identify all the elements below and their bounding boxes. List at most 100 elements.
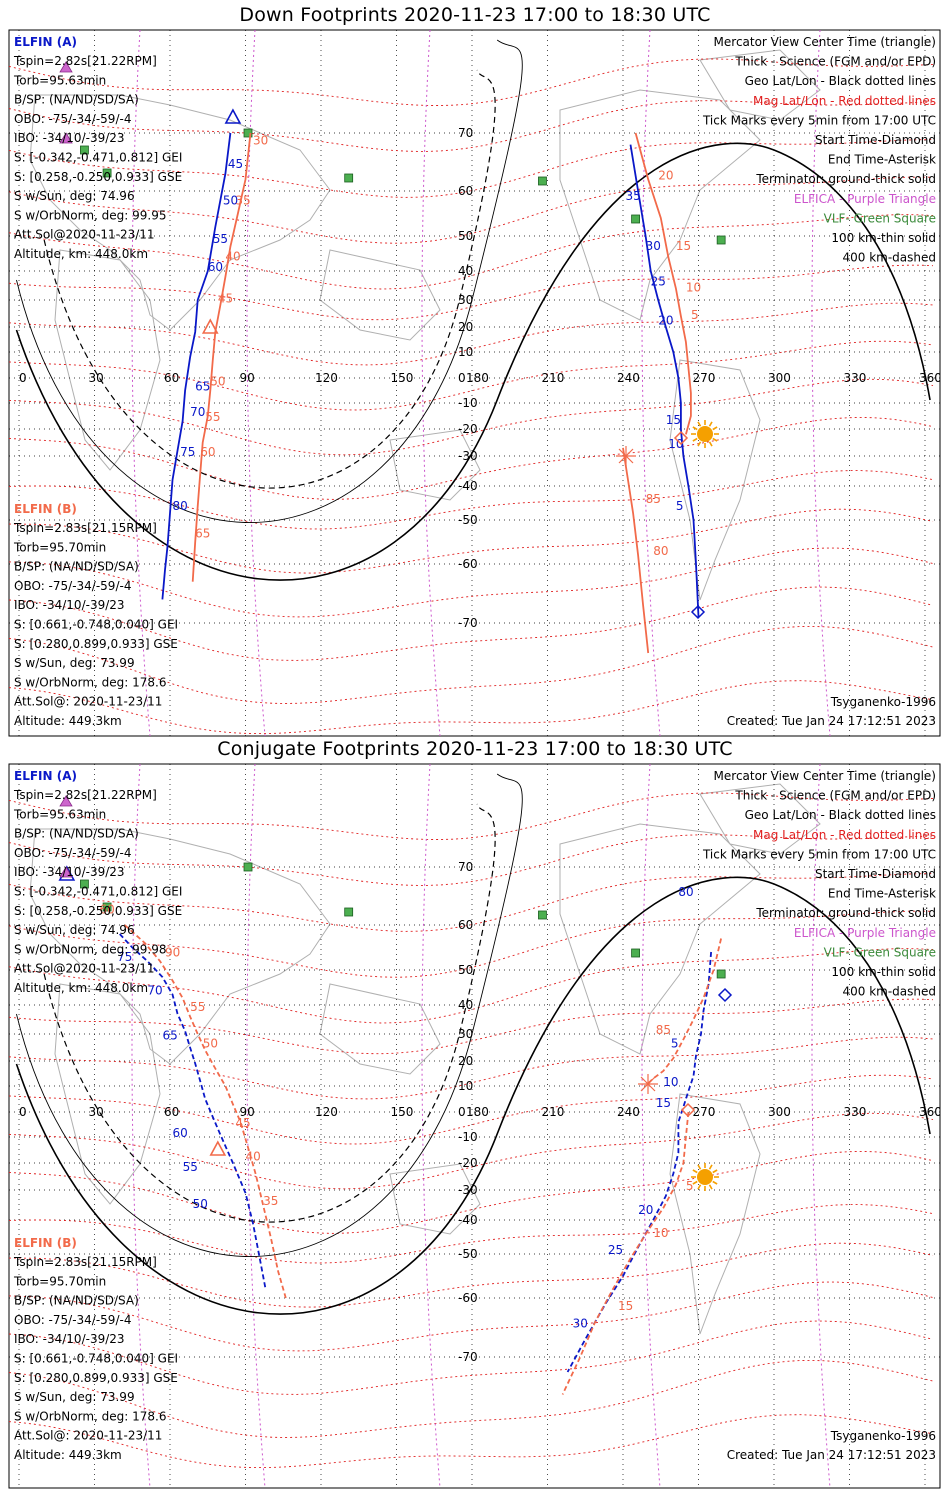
lon-tick-label: 180 <box>466 371 489 385</box>
elfin-b-info-line: OBO: -75/-34/-59/-4 <box>14 579 131 593</box>
elfin-b-info-line: OBO: -75/-34/-59/-4 <box>14 1313 131 1327</box>
elfin-a-info-line: Torb=95.63min <box>13 73 106 87</box>
lon-tick-label: 60 <box>164 1105 179 1119</box>
elfin-b-title: ELFIN (B) <box>14 1236 77 1250</box>
legend-line: Tick Marks every 5min from 17:00 UTC <box>702 113 936 127</box>
legend-line: Geo Lat/Lon - Black dotted lines <box>745 74 936 88</box>
lat-tick-label: -70 <box>458 616 478 630</box>
vlf-station <box>632 949 640 957</box>
elfin-a-track-tick-label: 65 <box>195 380 210 394</box>
lon-tick-label: 30 <box>89 1105 104 1119</box>
vlf-station <box>538 911 546 919</box>
elfin-a-info-line: S w/Sun, deg: 74.96 <box>14 189 135 203</box>
legend-line: Thick - Science (FGM and/or EPD) <box>734 789 936 803</box>
elfin-b-track-tick-label: 45 <box>235 1116 250 1130</box>
elfin-b-track-tick-label: 45 <box>218 292 233 306</box>
elfin-b-info-line: IBO: -34/10/-39/23 <box>14 598 125 612</box>
lat-tick-label: -60 <box>458 557 478 571</box>
elfin-a-info-line: Altitude, km: 448.0km <box>14 981 148 995</box>
elfin-a-track-tick-label: 15 <box>656 1096 671 1110</box>
lat-tick-label: 50 <box>458 963 473 977</box>
lat-tick-label: -20 <box>458 422 478 436</box>
elfin-b-track-tick-label: 50 <box>203 1037 218 1051</box>
vlf-station <box>345 174 353 182</box>
elfin-a-track-tick-label: 60 <box>173 1126 188 1140</box>
lon-tick-label: 0 <box>19 1105 27 1119</box>
elfin-b-info-line: Tspin=2.83s[21.15RPM] <box>13 1255 157 1269</box>
elfin-b-info-line: Att.Sol@: 2020-11-23/11 <box>14 695 162 709</box>
legend-line: Start Time-Diamond <box>815 133 936 147</box>
elfin-a-track-tick-label: 65 <box>162 1028 177 1042</box>
legend-line: Tick Marks every 5min from 17:00 UTC <box>702 847 936 861</box>
elfin-b-track-tick-label: 5 <box>691 308 699 322</box>
elfin-b-track-tick-label: 35 <box>263 1194 278 1208</box>
elfin-a-info-line: Att.Sol@2020-11-23/11 <box>14 962 155 976</box>
lon-tick-label: 300 <box>768 371 791 385</box>
elfin-b-track-tick-label: 35 <box>235 194 250 208</box>
lat-tick-label: 30 <box>458 1027 473 1041</box>
elfin-b-info-line: Torb=95.70min <box>13 1274 106 1288</box>
lat-tick-label: 70 <box>458 126 473 140</box>
lon-tick-label: 30 <box>89 371 104 385</box>
elfin-a-info-line: S: [0.258,-0.250,0.933] GSE <box>14 904 182 918</box>
elfin-b-track-tick-label: 30 <box>253 134 268 148</box>
lat-tick-label: -30 <box>458 1183 478 1197</box>
end-time-asterisk <box>638 1074 658 1094</box>
elfin-b-track-tick-label: 90 <box>165 946 180 960</box>
legend-line: Mag Lat/Lon - Red dotted lines <box>753 94 936 108</box>
elfin-a-track-tick-label: 55 <box>213 232 228 246</box>
elfin-a-info-line: Tspin=2.82s[21.22RPM] <box>13 788 157 802</box>
legend-line: Thick - Science (FGM and/or EPD) <box>734 55 936 69</box>
lon-tick-label: 210 <box>542 1105 565 1119</box>
map-panel-down: 0 30 60 90 120 150 180 210 240 270 300 330 360706050… <box>9 30 942 736</box>
elfin-a-info-line: S: [0.258,-0.250,0.933] GSE <box>14 170 182 184</box>
lon-tick-label: 60 <box>164 371 179 385</box>
elfin-a-track-tick-label: 30 <box>573 1317 588 1331</box>
elfin-b-track-tick-label: 55 <box>190 1000 205 1014</box>
elfin-a-track-tick-label: 25 <box>651 275 666 289</box>
lat-tick-label: -40 <box>458 1213 478 1227</box>
legend-line: 400 km-dashed <box>842 251 936 265</box>
lat-tick-label: 40 <box>458 264 473 278</box>
lon-tick-label: 360 <box>919 1105 942 1119</box>
elfin-b-track-tick-label: 65 <box>195 527 210 541</box>
elfin-a-info-line: OBO: -75/-34/-59/-4 <box>14 112 131 126</box>
model-label: Tsyganenko-1996 <box>830 695 936 709</box>
elfin-a-info-line: Torb=95.63min <box>13 807 106 821</box>
lat-tick-label: 10 <box>458 345 473 359</box>
legend-line: ELFICA - Purple Triangle <box>794 192 936 206</box>
elfin-a-info-line: S w/Sun, deg: 74.96 <box>14 923 135 937</box>
elfin-a-track-tick-label: 25 <box>608 1243 623 1257</box>
elfin-a-info-line: Tspin=2.82s[21.22RPM] <box>13 54 157 68</box>
footprint-maps: 0 30 60 90 120 150 180 210 240 270 300 330 360706050… <box>0 0 950 1500</box>
elfin-a-track-tick-label: 50 <box>193 1197 208 1211</box>
elfin-a-track-tick-label: 30 <box>646 239 661 253</box>
elfin-b-info-line: S w/OrbNorm, deg: 178.6 <box>14 1409 166 1423</box>
model-label: Tsyganenko-1996 <box>830 1429 936 1443</box>
lon-tick-label: 210 <box>542 371 565 385</box>
lat-tick-label: 70 <box>458 860 473 874</box>
elfin-a-info-line: Altitude, km: 448.0km <box>14 247 148 261</box>
elfin-b-info-line: S w/Sun, deg: 73.99 <box>14 1390 135 1404</box>
lat-tick-label: 10 <box>458 1079 473 1093</box>
map-panel-conj: 0 30 60 90 120 150 180 210 240 270 300 330 360706050… <box>9 764 942 1488</box>
elfin-b-track-tick-label: 20 <box>658 168 673 182</box>
legend-line: ELFICA - Purple Triangle <box>794 926 936 940</box>
legend-line: Geo Lat/Lon - Black dotted lines <box>745 808 936 822</box>
lon-tick-label: 120 <box>315 371 338 385</box>
elfin-a-info-line: B/SP: (NA/ND/SD/SA) <box>14 827 139 841</box>
elfin-b-info-line: S: [0.661,-0.748,0.040] GEI <box>14 618 178 632</box>
elfin-a-track-tick-label: 80 <box>173 499 188 513</box>
elfin-a-track-tick-label: 70 <box>190 405 205 419</box>
lat-tick-label: 20 <box>458 320 473 334</box>
legend-line: VLF- Green Square <box>824 945 936 959</box>
elfin-b-info-line: S: [0.661,-0.748,0.040] GEI <box>14 1352 178 1366</box>
elfin-b-info-line: Tspin=2.83s[21.15RPM] <box>13 521 157 535</box>
lon-tick-label: 330 <box>844 1105 867 1119</box>
elfin-b-track-tick-label: 15 <box>618 1299 633 1313</box>
legend-line: Start Time-Diamond <box>815 867 936 881</box>
elfin-a-info-line: OBO: -75/-34/-59/-4 <box>14 846 131 860</box>
elfin-a-info-line: S: [-0.342,-0.471,0.812] GEI <box>14 151 182 165</box>
elfin-b-track-tick-label: 40 <box>246 1149 261 1163</box>
elfin-a-info-line: Att.Sol@2020-11-23/11 <box>14 228 155 242</box>
